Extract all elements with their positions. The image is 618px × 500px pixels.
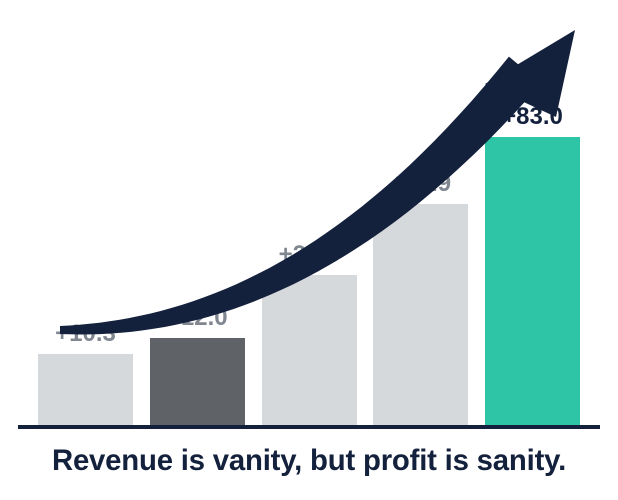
bar-value-label: +41.9	[361, 170, 481, 198]
baseline	[18, 425, 600, 429]
caption-text: Revenue is vanity, but profit is sanity.	[0, 444, 618, 478]
bar-value-label: +12.0	[137, 304, 257, 332]
bar-rect	[485, 137, 580, 425]
bar-3: +22.6	[262, 30, 357, 425]
bar-1: +10.3	[38, 30, 133, 425]
chart-area: +10.3+12.0+22.6+41.9+83.0	[30, 30, 588, 425]
bar-value-label: +83.0	[473, 103, 593, 131]
bar-4: +41.9	[373, 30, 468, 425]
bars-container: +10.3+12.0+22.6+41.9+83.0	[30, 30, 588, 425]
bar-2: +12.0	[150, 30, 245, 425]
bar-rect	[373, 204, 468, 425]
infographic-stage: +10.3+12.0+22.6+41.9+83.0 Revenue is van…	[0, 0, 618, 500]
bar-rect	[38, 354, 133, 425]
bar-value-label: +10.3	[26, 320, 146, 348]
bar-rect	[262, 275, 357, 425]
bar-5: +83.0	[485, 30, 580, 425]
bar-rect	[150, 338, 245, 425]
bar-value-label: +22.6	[249, 241, 369, 269]
